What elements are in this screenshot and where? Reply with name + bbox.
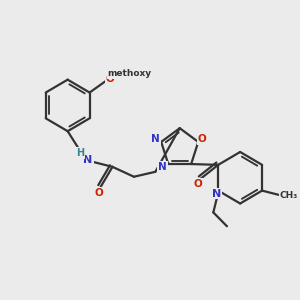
Text: O: O (198, 134, 206, 144)
Text: N: N (158, 162, 167, 172)
Text: H: H (76, 148, 84, 158)
Text: N: N (83, 155, 93, 165)
Text: N: N (212, 189, 221, 199)
Text: methoxy: methoxy (107, 69, 152, 78)
Text: N: N (151, 134, 160, 144)
Text: CH₃: CH₃ (279, 191, 298, 200)
Text: O: O (194, 179, 202, 189)
Text: O: O (94, 188, 103, 198)
Text: O: O (106, 74, 114, 84)
